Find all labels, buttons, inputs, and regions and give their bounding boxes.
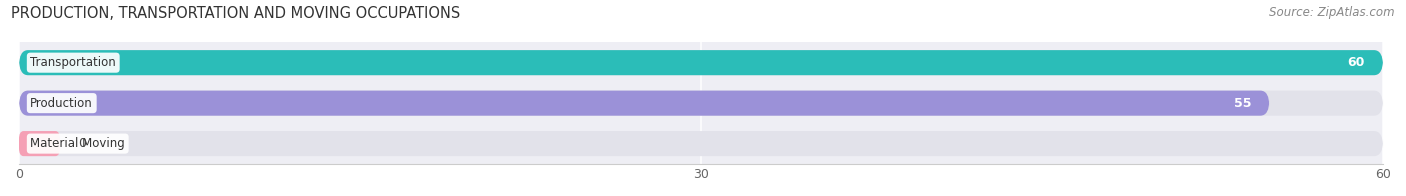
Text: 60: 60 bbox=[1347, 56, 1365, 69]
Text: Material Moving: Material Moving bbox=[31, 137, 125, 150]
Text: 0: 0 bbox=[79, 137, 86, 150]
Text: Transportation: Transportation bbox=[31, 56, 117, 69]
Text: Production: Production bbox=[31, 97, 93, 110]
FancyBboxPatch shape bbox=[20, 131, 1384, 156]
FancyBboxPatch shape bbox=[20, 50, 1384, 75]
FancyBboxPatch shape bbox=[20, 91, 1270, 116]
FancyBboxPatch shape bbox=[20, 91, 1384, 116]
Text: PRODUCTION, TRANSPORTATION AND MOVING OCCUPATIONS: PRODUCTION, TRANSPORTATION AND MOVING OC… bbox=[11, 6, 461, 21]
FancyBboxPatch shape bbox=[20, 131, 60, 156]
Text: 55: 55 bbox=[1233, 97, 1251, 110]
FancyBboxPatch shape bbox=[20, 50, 1384, 75]
Text: Source: ZipAtlas.com: Source: ZipAtlas.com bbox=[1270, 6, 1395, 19]
